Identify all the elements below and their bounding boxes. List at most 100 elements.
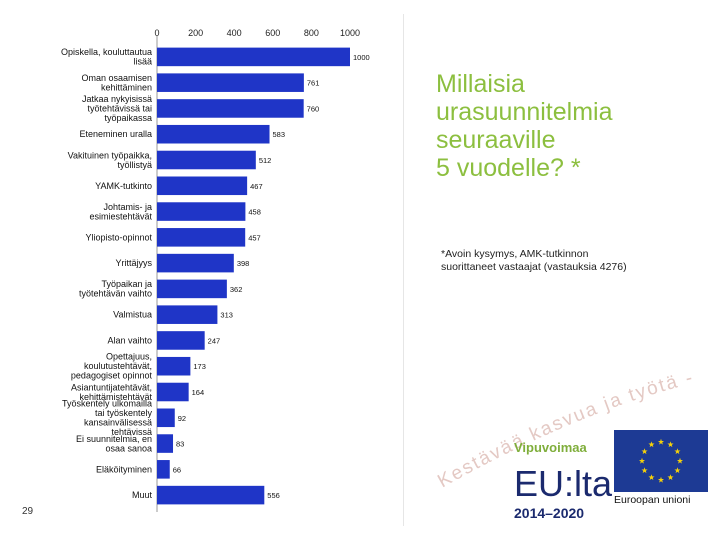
- category-label-line: Työpaikan ja: [101, 279, 152, 289]
- bar: [157, 434, 174, 453]
- x-tick-label: 1000: [340, 28, 360, 38]
- category-label-line: koulutustehtävät,: [84, 361, 152, 371]
- category-label-line: Opettajuus,: [106, 352, 152, 362]
- eu-caption: Euroopan unioni: [614, 494, 691, 506]
- bar: [157, 73, 304, 92]
- category-label-line: Muut: [132, 490, 153, 500]
- eu-star-icon: [641, 448, 648, 455]
- bar: [157, 356, 191, 376]
- category-label-line: Työskentely ulkomailla: [62, 399, 152, 409]
- data-label: 247: [208, 336, 221, 345]
- data-label: 760: [307, 104, 320, 113]
- data-label: 362: [230, 285, 243, 294]
- category-label-line: YAMK-tutkinto: [95, 181, 152, 191]
- data-label: 398: [237, 259, 250, 268]
- data-label: 66: [173, 465, 181, 474]
- x-tick-label: 200: [188, 28, 203, 38]
- category-label-line: työpaikassa: [104, 113, 152, 123]
- eu-star-icon: [667, 474, 674, 481]
- bar: [157, 99, 304, 118]
- category-label-line: Valmistua: [113, 310, 152, 320]
- category-label-line: kehittämistehtävät: [79, 392, 152, 402]
- category-label-line: työllistyä: [117, 160, 152, 170]
- category-label: Alan vaihto: [107, 335, 152, 345]
- data-label: 556: [267, 491, 280, 500]
- category-label: Vakituinen työpaikka, työllistyä: [68, 150, 152, 170]
- category-label: Ei suunnitelmia, en osaa sanoa: [76, 434, 152, 454]
- vipuvoima-main: EU:lta: [514, 463, 613, 504]
- data-label: 512: [259, 156, 272, 165]
- category-label: Asiantuntijatehtävät, kehittämistehtävät: [71, 382, 153, 402]
- x-tick-label: 400: [227, 28, 242, 38]
- data-label: 467: [250, 182, 263, 191]
- x-tick-label: 600: [265, 28, 280, 38]
- category-label-line: Yliopisto-opinnot: [85, 232, 152, 242]
- data-label: 92: [178, 414, 186, 423]
- category-label: Työskentely ulkomailla tai työskentely kan…: [62, 399, 153, 438]
- category-label-line: Jatkaa nykyisissä: [82, 94, 152, 104]
- category-label: Opiskella, kouluttautua lisää: [61, 47, 152, 66]
- footnote: *Avoin kysymys, AMK-tutkinnon suorittane…: [441, 248, 627, 273]
- category-label: YAMK-tutkinto: [95, 181, 152, 191]
- bar: [157, 460, 170, 479]
- eu-star-icon: [657, 476, 665, 483]
- x-tick-label: 800: [304, 28, 319, 38]
- category-label-line: Ei suunnitelmia, en: [76, 434, 152, 444]
- bar: [157, 150, 256, 170]
- category-label-line: Eteneminen uralla: [79, 129, 152, 139]
- category-label-line: Asiantuntijatehtävät,: [71, 382, 152, 392]
- category-label-line: lisää: [133, 57, 152, 67]
- eu-star-icon: [657, 438, 665, 445]
- category-label-line: Yrittäjyys: [115, 258, 152, 268]
- data-label: 1000: [353, 53, 370, 62]
- eu-star-icon: [641, 467, 648, 474]
- bar: [157, 408, 175, 428]
- category-label-line: Oman osaamisen: [81, 73, 152, 83]
- bar: [157, 382, 189, 402]
- category-label: Valmistua: [113, 310, 152, 320]
- eu-star-icon: [674, 467, 681, 474]
- category-label: Muut: [132, 490, 153, 500]
- data-label: 164: [192, 388, 205, 397]
- eu-star-icon: [667, 441, 674, 448]
- data-label: 761: [307, 79, 320, 88]
- vipuvoima-years: 2014–2020: [514, 505, 584, 521]
- category-label: Oman osaamisen kehittäminen: [81, 73, 152, 93]
- category-label-line: työtehtävän vaihto: [79, 289, 152, 299]
- data-label: 457: [248, 233, 261, 242]
- category-label-line: Opiskella, kouluttautua: [61, 47, 152, 57]
- eu-star-icon: [638, 457, 646, 464]
- category-label-line: tehtävissä: [111, 427, 152, 437]
- data-label: 458: [248, 208, 261, 217]
- category-label-line: tai työskentely: [95, 408, 153, 418]
- bar: [157, 485, 265, 505]
- bar: [157, 47, 350, 67]
- category-label: Johtamis- ja esimiestehtävät: [89, 202, 152, 222]
- category-label: Työpaikan ja työtehtävän vaihto: [79, 279, 152, 299]
- vipuvoima-logo: Vipuvoimaa EU:lta 2014–2020: [510, 436, 620, 526]
- eu-star-icon: [676, 457, 684, 464]
- page-number: 29: [22, 506, 34, 517]
- category-label-line: esimiestehtävät: [89, 211, 152, 221]
- category-label-line: Johtamis- ja: [103, 202, 152, 212]
- divider: [403, 14, 404, 526]
- data-label: 583: [273, 130, 286, 139]
- category-label: Eteneminen uralla: [79, 129, 152, 139]
- category-label: Eläköityminen: [96, 464, 152, 474]
- slide-title: Millaisia urasuunnitelmia seuraaville 5 …: [436, 70, 613, 182]
- eu-star-icon: [674, 448, 681, 455]
- bar: [157, 253, 234, 273]
- bar: [157, 331, 205, 350]
- vipuvoima-title: Vipuvoimaa: [514, 440, 588, 455]
- data-label: 313: [220, 311, 233, 320]
- eu-star-icon: [648, 474, 655, 481]
- category-label: Jatkaa nykyisissä työtehtävissä tai työpai…: [82, 94, 152, 123]
- category-label: Yrittäjyys: [115, 258, 152, 268]
- category-label-line: Eläköityminen: [96, 464, 152, 474]
- eu-flag-icon: [614, 430, 708, 492]
- x-tick-label: 0: [154, 28, 159, 38]
- category-label-line: Alan vaihto: [107, 335, 152, 345]
- bar: [157, 305, 218, 324]
- bar: [157, 176, 248, 196]
